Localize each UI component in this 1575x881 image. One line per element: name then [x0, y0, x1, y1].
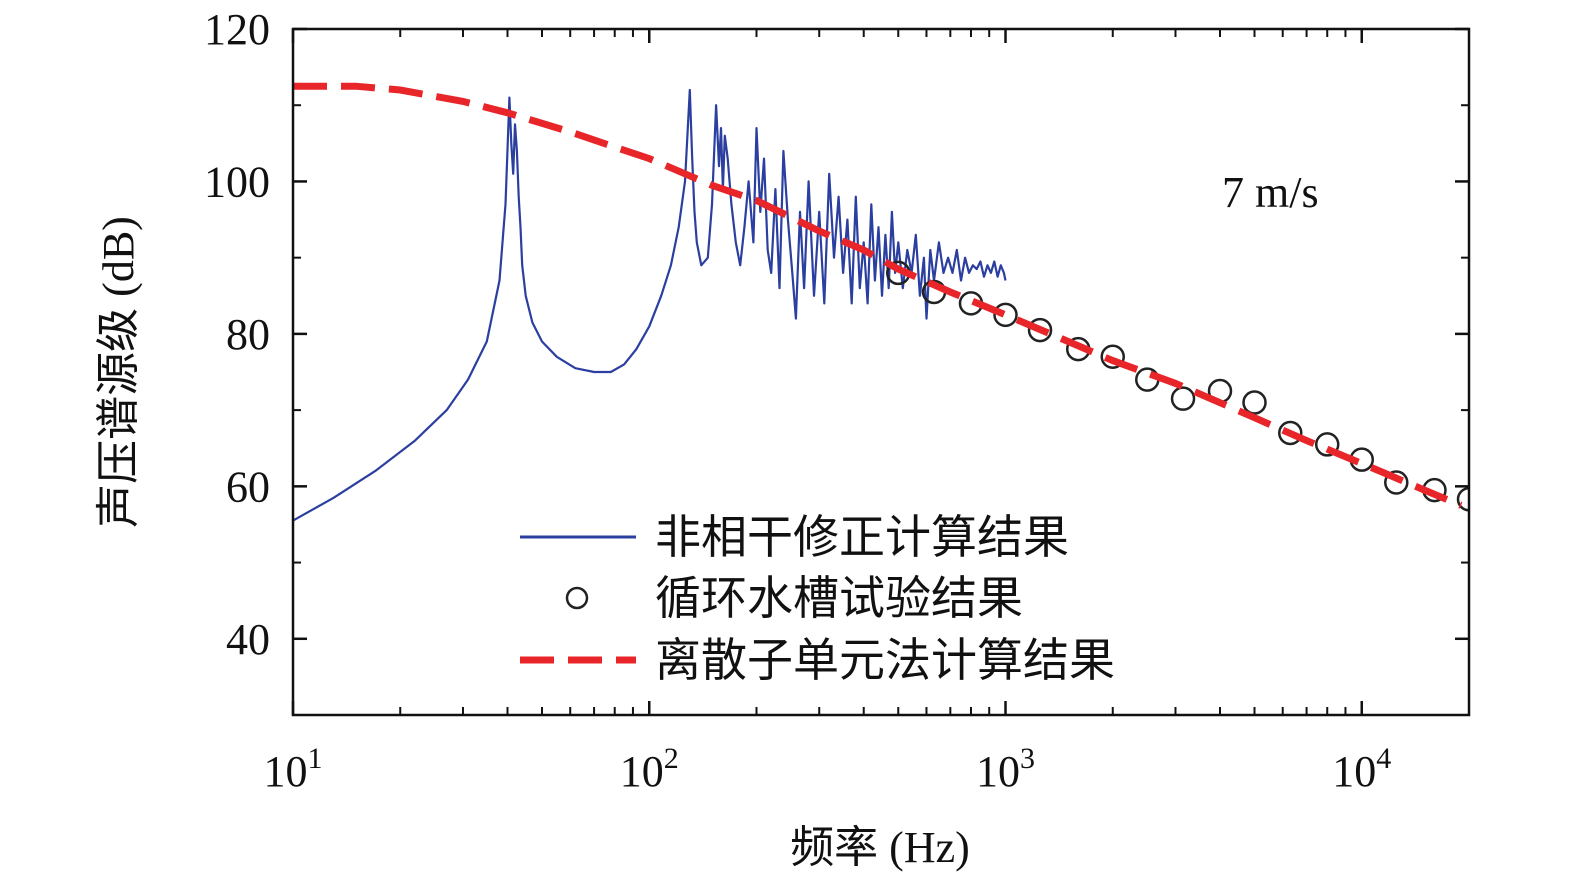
legend-label-series-2: 循环水槽试验结果	[655, 573, 1023, 624]
data-point	[1278, 420, 1303, 446]
y-tick-label: 80	[226, 310, 270, 359]
y-tick-label: 120	[204, 5, 270, 54]
x-tick-label: 101	[264, 742, 323, 796]
x-axis-title: 频率 (Hz)	[790, 823, 970, 872]
data-point	[1314, 432, 1340, 457]
data-point	[993, 302, 1018, 328]
data-point	[1384, 470, 1409, 495]
series-line-dashed	[293, 82, 1463, 509]
tick-labels-layer: 101 102 103 104 40 60 80 100 120	[204, 5, 1391, 796]
y-tick-label: 100	[204, 157, 270, 206]
data-point	[1242, 390, 1267, 415]
data-point	[1170, 386, 1196, 411]
series-line-solid	[293, 88, 1007, 522]
x-tick-label: 104	[1332, 742, 1391, 796]
x-tick-label: 103	[976, 742, 1035, 796]
legend-swatch-open-circle	[565, 586, 589, 610]
speed-annotation: 7 m/s	[1222, 168, 1319, 217]
x-tick-label: 102	[620, 742, 679, 796]
ticks-layer	[291, 27, 1469, 715]
data-point	[1100, 344, 1125, 370]
series-layer	[293, 82, 1469, 522]
data-point	[1456, 487, 1469, 512]
y-axis-title: 声压谱源级 (dB)	[94, 216, 143, 528]
legend-label-series-3: 离散子单元法计算结果	[655, 635, 1115, 686]
legend: 非相干修正计算结果 循环水槽试验结果 离散子单元法计算结果	[520, 512, 1115, 686]
data-point	[1027, 317, 1053, 343]
y-tick-label: 60	[226, 462, 270, 511]
plot-frame	[291, 27, 1471, 717]
plot-area	[293, 82, 1469, 522]
legend-label-series-1: 非相干修正计算结果	[655, 512, 1069, 563]
y-tick-label: 40	[226, 615, 270, 664]
